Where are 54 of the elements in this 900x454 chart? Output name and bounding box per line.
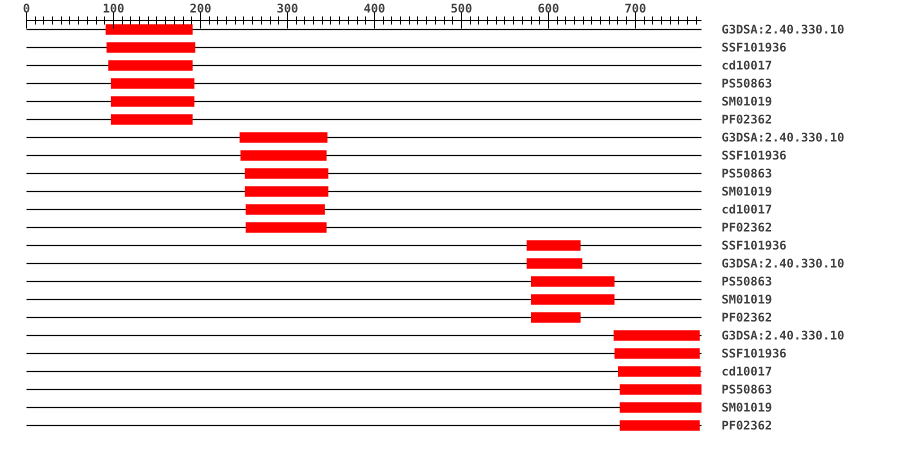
x-tick-label: 400: [364, 2, 386, 16]
y-tick-label: G3DSA:2.40.330.10: [722, 130, 844, 144]
y-tick-label: PS50863: [722, 274, 772, 288]
y-tick-label: PF02362: [722, 220, 772, 234]
bar: [246, 204, 325, 215]
bar: [108, 60, 193, 71]
bar: [531, 276, 615, 287]
bar: [110, 96, 194, 107]
bar: [620, 420, 700, 431]
y-tick-label: PF02362: [722, 418, 772, 432]
bar: [240, 132, 328, 143]
y-tick-label: PS50863: [722, 166, 772, 180]
y-tick-label: SSF101936: [722, 148, 787, 162]
bar: [110, 114, 193, 125]
bar: [614, 348, 700, 359]
y-tick-label: SM01019: [722, 94, 772, 108]
y-tick-label: SM01019: [722, 184, 772, 198]
bar: [620, 384, 702, 395]
bar: [531, 294, 615, 305]
bar: [618, 366, 701, 377]
y-tick-label: SSF101936: [722, 40, 787, 54]
bar: [240, 150, 327, 161]
bar: [620, 402, 702, 413]
y-tick-label: G3DSA:2.40.330.10: [722, 256, 844, 270]
y-tick-label: cd10017: [722, 364, 772, 378]
bar: [106, 42, 196, 53]
x-tick-label: 100: [102, 2, 124, 16]
bar: [110, 78, 194, 89]
x-tick-label: 600: [538, 2, 560, 16]
y-tick-label: PS50863: [722, 382, 772, 396]
y-tick-label: PS50863: [722, 76, 772, 90]
bar: [531, 312, 581, 323]
y-tick-label: PF02362: [722, 310, 772, 324]
x-tick-label: 0: [22, 2, 30, 16]
y-tick-label: G3DSA:2.40.330.10: [722, 22, 844, 36]
bar: [614, 330, 700, 341]
y-tick-label: SM01019: [722, 292, 772, 306]
y-tick-label: SSF101936: [722, 238, 787, 252]
bar: [526, 258, 582, 269]
y-tick-label: PF02362: [722, 112, 772, 126]
y-tick-label: cd10017: [722, 202, 772, 216]
x-tick-label: 500: [450, 2, 472, 16]
y-tick-label: SSF101936: [722, 346, 787, 360]
x-tick-label: 300: [276, 2, 298, 16]
x-tick-label: 700: [624, 2, 646, 16]
bar: [244, 168, 328, 179]
x-tick-label: 200: [190, 2, 212, 16]
bar: [244, 186, 328, 197]
y-tick-label: cd10017: [722, 58, 772, 72]
bar: [246, 222, 327, 233]
bar: [526, 240, 581, 251]
y-tick-label: SM01019: [722, 400, 772, 414]
y-tick-label: G3DSA:2.40.330.10: [722, 328, 844, 342]
bar: [106, 24, 193, 35]
